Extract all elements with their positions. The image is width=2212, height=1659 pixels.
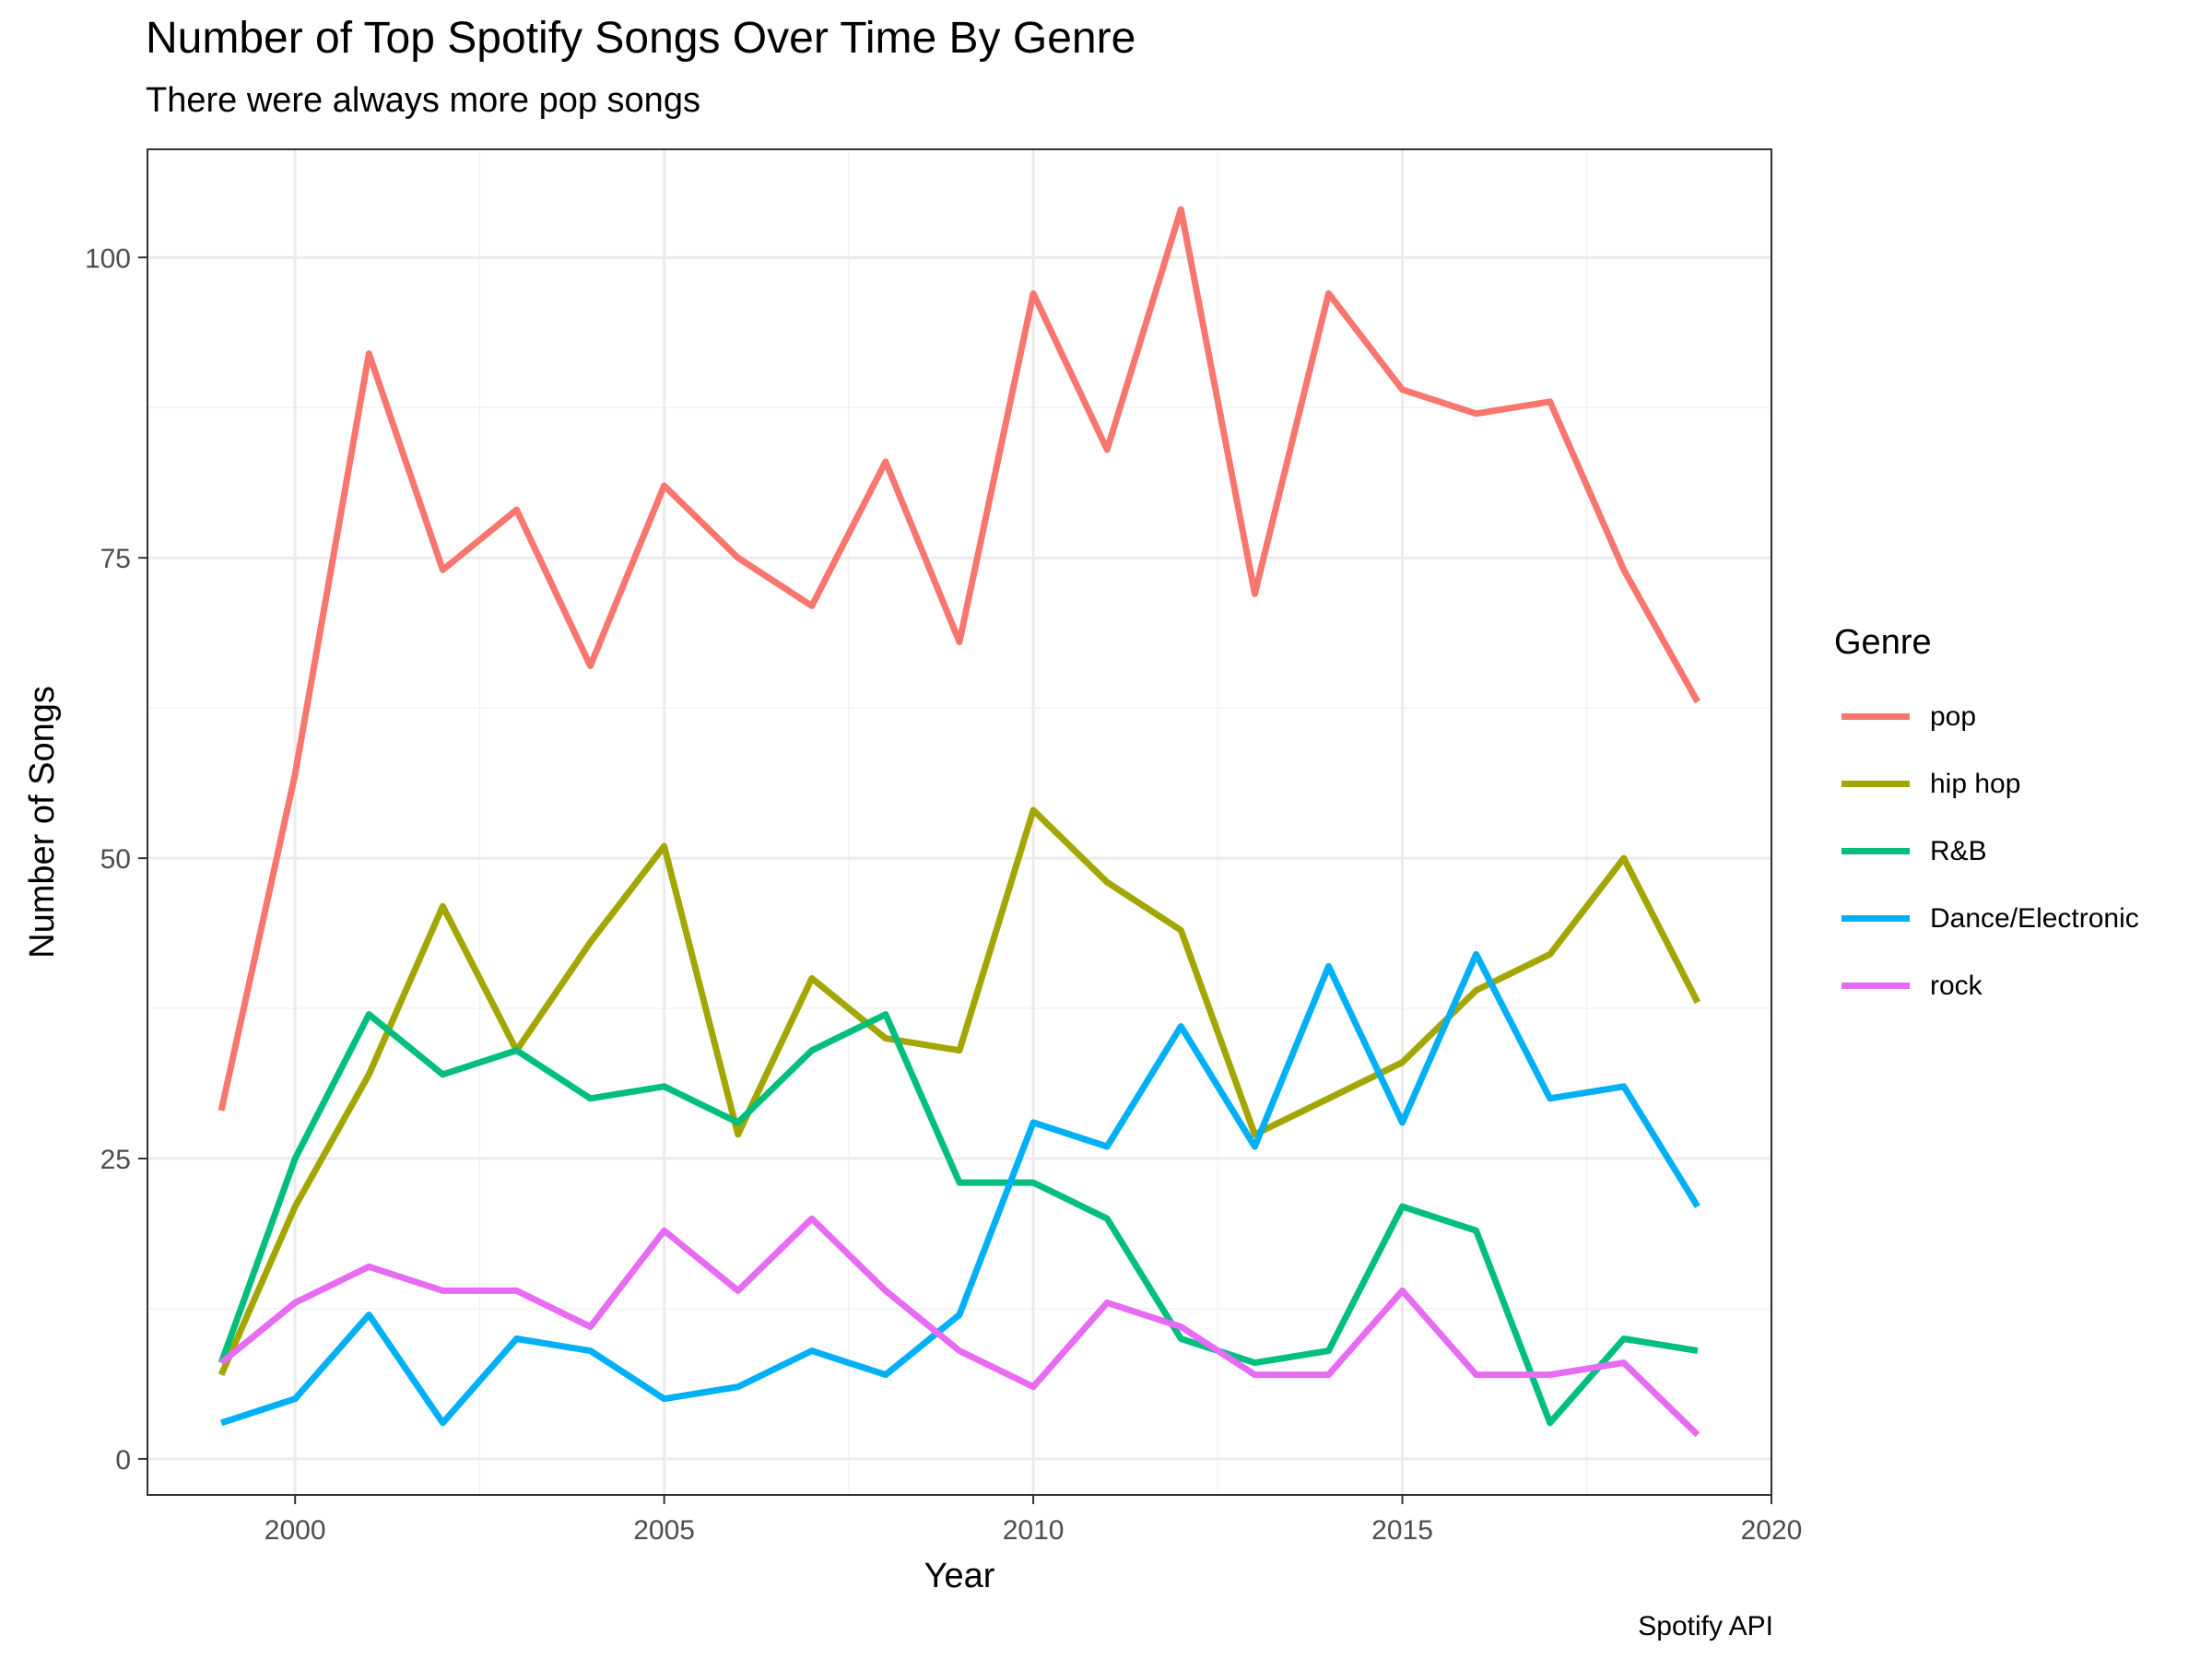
legend-label: pop: [1930, 700, 1977, 732]
legend-item-rock: rock: [1834, 952, 2139, 1019]
legend-swatch: [1841, 713, 1910, 720]
y-tick-label: 75: [100, 544, 131, 574]
legend-swatch: [1841, 982, 1910, 989]
chart-subtitle: There were always more pop songs: [146, 81, 700, 120]
y-tick-label: 100: [85, 243, 131, 274]
legend-label: hip hop: [1930, 768, 2021, 799]
x-tick-label: 2005: [633, 1515, 695, 1546]
plot-panel-border: [147, 148, 1772, 1496]
legend: Genre pop hip hop R&B Dance/Electronic rock: [1834, 623, 2139, 1019]
legend-key-hip-hop: [1834, 750, 1917, 818]
x-tick-label: 2010: [1003, 1515, 1065, 1546]
legend-item-r-b: R&B: [1834, 818, 2139, 885]
legend-swatch: [1841, 915, 1910, 922]
legend-key-pop: [1834, 683, 1917, 750]
y-axis-title: Number of Songs: [23, 686, 62, 959]
legend-items: pop hip hop R&B Dance/Electronic rock: [1834, 683, 2139, 1019]
axes: 2000 2005 2010 2015 2020 0 25 50 75 100: [85, 243, 1802, 1546]
chart-title: Number of Top Spotify Songs Over Time By…: [146, 14, 1136, 63]
legend-key-dance-electronic: [1834, 885, 1917, 952]
legend-title: Genre: [1834, 623, 1932, 662]
x-axis-title: Year: [924, 1557, 995, 1595]
legend-key-rock: [1834, 952, 1917, 1019]
legend-label: R&B: [1930, 835, 1987, 866]
legend-item-dance-electronic: Dance/Electronic: [1834, 885, 2139, 952]
legend-key-r-b: [1834, 818, 1917, 885]
series-line-r-b: [218, 1011, 1699, 1427]
legend-swatch: [1841, 781, 1910, 787]
legend-swatch: [1841, 848, 1910, 854]
x-tick-label: 2020: [1741, 1515, 1803, 1546]
x-tick-label: 2015: [1371, 1515, 1433, 1546]
chart-caption: Spotify API: [1638, 1611, 1773, 1641]
y-tick-label: 25: [100, 1145, 131, 1175]
legend-item-hip-hop: hip hop: [1834, 750, 2139, 818]
series-line-dance-electronic: [220, 950, 1700, 1427]
x-tick-label: 2000: [265, 1515, 326, 1546]
legend-item-pop: pop: [1834, 683, 2139, 750]
y-tick-label: 0: [115, 1445, 131, 1476]
legend-label: Dance/Electronic: [1930, 902, 2139, 934]
series-lines: [218, 206, 1701, 1438]
series-line-pop: [218, 206, 1700, 1112]
grid-lines: [147, 149, 1773, 1495]
legend-label: rock: [1930, 970, 1983, 1001]
y-tick-label: 50: [100, 844, 131, 875]
series-line-rock: [218, 1215, 1700, 1438]
